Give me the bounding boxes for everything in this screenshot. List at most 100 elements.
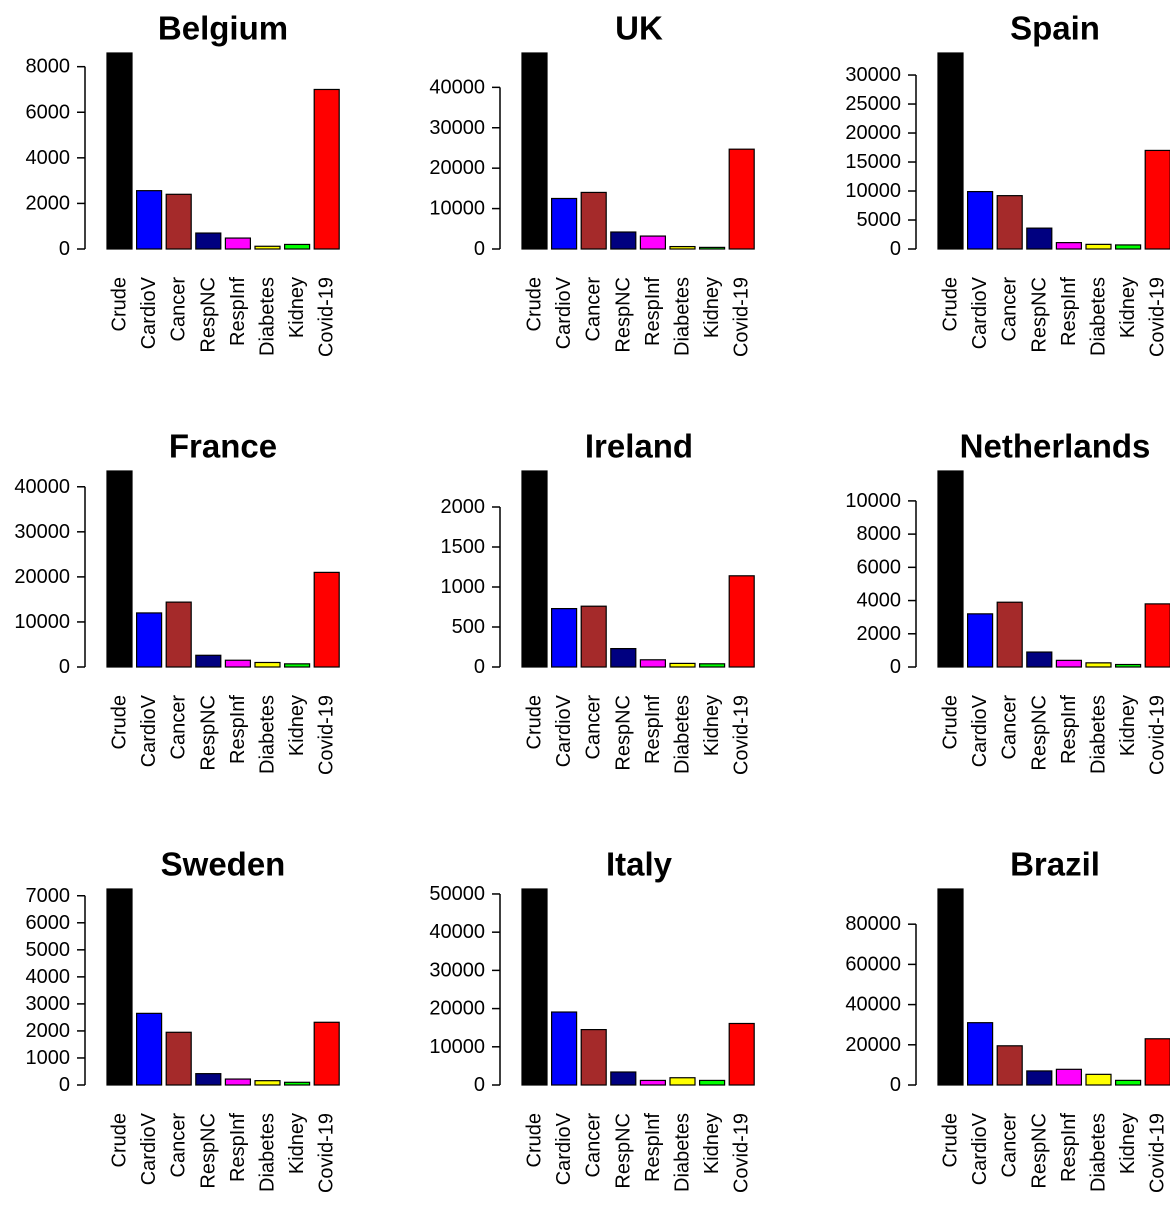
y-tick-label: 20000 xyxy=(14,566,70,588)
x-tick-label: CardioV xyxy=(138,694,160,767)
x-tick-label: Diabetes xyxy=(257,695,279,774)
panel-uk: UK 0 10000 20000 30000 40000 Crude CardioV Cance… xyxy=(429,10,755,357)
bar-covid-19 xyxy=(313,571,340,668)
y-tick-label: 10000 xyxy=(845,180,901,202)
bar-kidney xyxy=(1114,1079,1142,1086)
bar-cardiov xyxy=(966,613,994,668)
x-tick-label: Cancer xyxy=(168,277,190,342)
x-tick-label: Crude xyxy=(109,695,131,749)
bar-kidney xyxy=(1114,244,1142,250)
y-tick-label: 10000 xyxy=(14,611,70,633)
chart-title: Belgium xyxy=(158,10,288,47)
panel-belgium: Belgium 0 2000 4000 6000 8000 Crude CardioV Canc… xyxy=(26,10,340,357)
x-tick-label: RespInf xyxy=(1058,277,1080,346)
y-tick-label: 60000 xyxy=(845,953,901,975)
x-tick-label: Crude xyxy=(940,695,962,749)
bar-respnc xyxy=(610,1071,637,1086)
y-tick-label: 15000 xyxy=(845,151,901,173)
y-tick-label: 1000 xyxy=(441,576,486,598)
bar-kidney xyxy=(1114,663,1142,668)
y-tick-label: 6000 xyxy=(26,912,71,934)
bar-cancer xyxy=(580,191,607,250)
y-tick-label: 40000 xyxy=(845,994,901,1016)
bar-covid-19 xyxy=(728,1022,755,1086)
panel-france: France 0 10000 20000 30000 40000 Crude CardioV C… xyxy=(14,428,340,775)
x-tick-label: Covid-19 xyxy=(1147,277,1169,357)
bar-diabetes xyxy=(254,661,281,668)
x-tick-label: RespInf xyxy=(1058,1113,1080,1182)
bar-cancer xyxy=(580,605,607,668)
bar-cancer xyxy=(996,601,1023,668)
x-tick-label: Kidney xyxy=(701,695,723,756)
x-tick-label: Kidney xyxy=(701,1113,723,1174)
y-tick-label: 25000 xyxy=(845,93,901,115)
bar-respinf xyxy=(224,237,251,250)
bar-diabetes xyxy=(1085,662,1112,668)
x-tick-label: Crude xyxy=(524,1113,546,1167)
x-tick-label: Crude xyxy=(524,695,546,749)
x-tick-label: RespInf xyxy=(1058,695,1080,764)
x-tick-label: Crude xyxy=(940,1113,962,1167)
bar-diabetes xyxy=(254,1080,281,1086)
y-tick-label: 50000 xyxy=(429,883,485,905)
y-tick-label: 20000 xyxy=(845,122,901,144)
bar-cardiov xyxy=(550,197,578,250)
y-tick-label: 5000 xyxy=(857,209,902,231)
bar-crude xyxy=(937,470,964,668)
y-tick-label: 8000 xyxy=(857,523,902,545)
y-tick-label: 40000 xyxy=(429,921,485,943)
panel-spain: Spain 0 5000 10000 15000 20000 25000 30000 Crude… xyxy=(845,10,1170,357)
chart-title: Ireland xyxy=(585,428,693,465)
chart-title: France xyxy=(169,428,277,465)
bar-cardiov xyxy=(136,190,163,250)
x-tick-label: Covid-19 xyxy=(1147,1113,1169,1193)
bar-respnc xyxy=(610,647,637,668)
x-tick-label: Diabetes xyxy=(1088,1113,1110,1192)
bar-covid-19 xyxy=(313,88,340,250)
x-tick-label: Cancer xyxy=(999,1113,1021,1178)
x-tick-label: Covid-19 xyxy=(316,695,338,775)
bar-cancer xyxy=(165,1031,192,1086)
bar-respnc xyxy=(1026,1070,1053,1086)
bar-cancer xyxy=(165,601,192,668)
x-tick-label: Cancer xyxy=(168,695,190,760)
y-tick-label: 20000 xyxy=(429,998,485,1020)
x-tick-label: Cancer xyxy=(583,695,605,760)
bar-crude xyxy=(937,888,964,1086)
x-tick-label: Cancer xyxy=(583,1113,605,1178)
panel-brazil: Brazil 0 20000 40000 60000 80000 Crude CardioV C… xyxy=(845,846,1170,1193)
y-tick-label: 20000 xyxy=(429,157,485,179)
bar-respinf xyxy=(224,1078,251,1086)
bar-kidney xyxy=(698,1079,726,1086)
y-tick-label: 2000 xyxy=(441,496,486,518)
y-tick-label: 20000 xyxy=(845,1034,901,1056)
y-tick-label: 10000 xyxy=(845,490,901,512)
bar-respinf xyxy=(639,235,667,250)
x-tick-label: RespInf xyxy=(642,695,664,764)
chart-title: Brazil xyxy=(1010,846,1100,883)
bar-respinf xyxy=(224,659,251,668)
x-tick-label: Kidney xyxy=(1117,1113,1139,1174)
y-tick-label: 0 xyxy=(59,238,70,260)
y-tick-label: 40000 xyxy=(14,476,70,498)
x-tick-label: RespNC xyxy=(197,695,219,771)
x-tick-label: Crude xyxy=(109,277,131,331)
bar-covid-19 xyxy=(728,575,755,668)
chart-title: Italy xyxy=(606,846,673,883)
bar-diabetes xyxy=(1085,1073,1112,1086)
y-tick-label: 7000 xyxy=(26,885,71,907)
y-tick-label: 2000 xyxy=(26,1020,71,1042)
x-tick-label: CardioV xyxy=(969,276,991,349)
y-tick-label: 1500 xyxy=(441,536,486,558)
y-tick-label: 4000 xyxy=(26,966,71,988)
x-tick-label: RespInf xyxy=(227,695,249,764)
y-tick-label: 10000 xyxy=(429,1036,485,1058)
y-tick-label: 0 xyxy=(59,1074,70,1096)
x-tick-label: Kidney xyxy=(286,277,308,338)
y-tick-label: 2000 xyxy=(26,192,71,214)
bar-covid-19 xyxy=(1144,1038,1170,1086)
x-tick-label: RespNC xyxy=(1028,277,1050,353)
bar-crude xyxy=(521,52,548,250)
y-tick-label: 30000 xyxy=(14,521,70,543)
x-tick-label: Cancer xyxy=(999,695,1021,760)
